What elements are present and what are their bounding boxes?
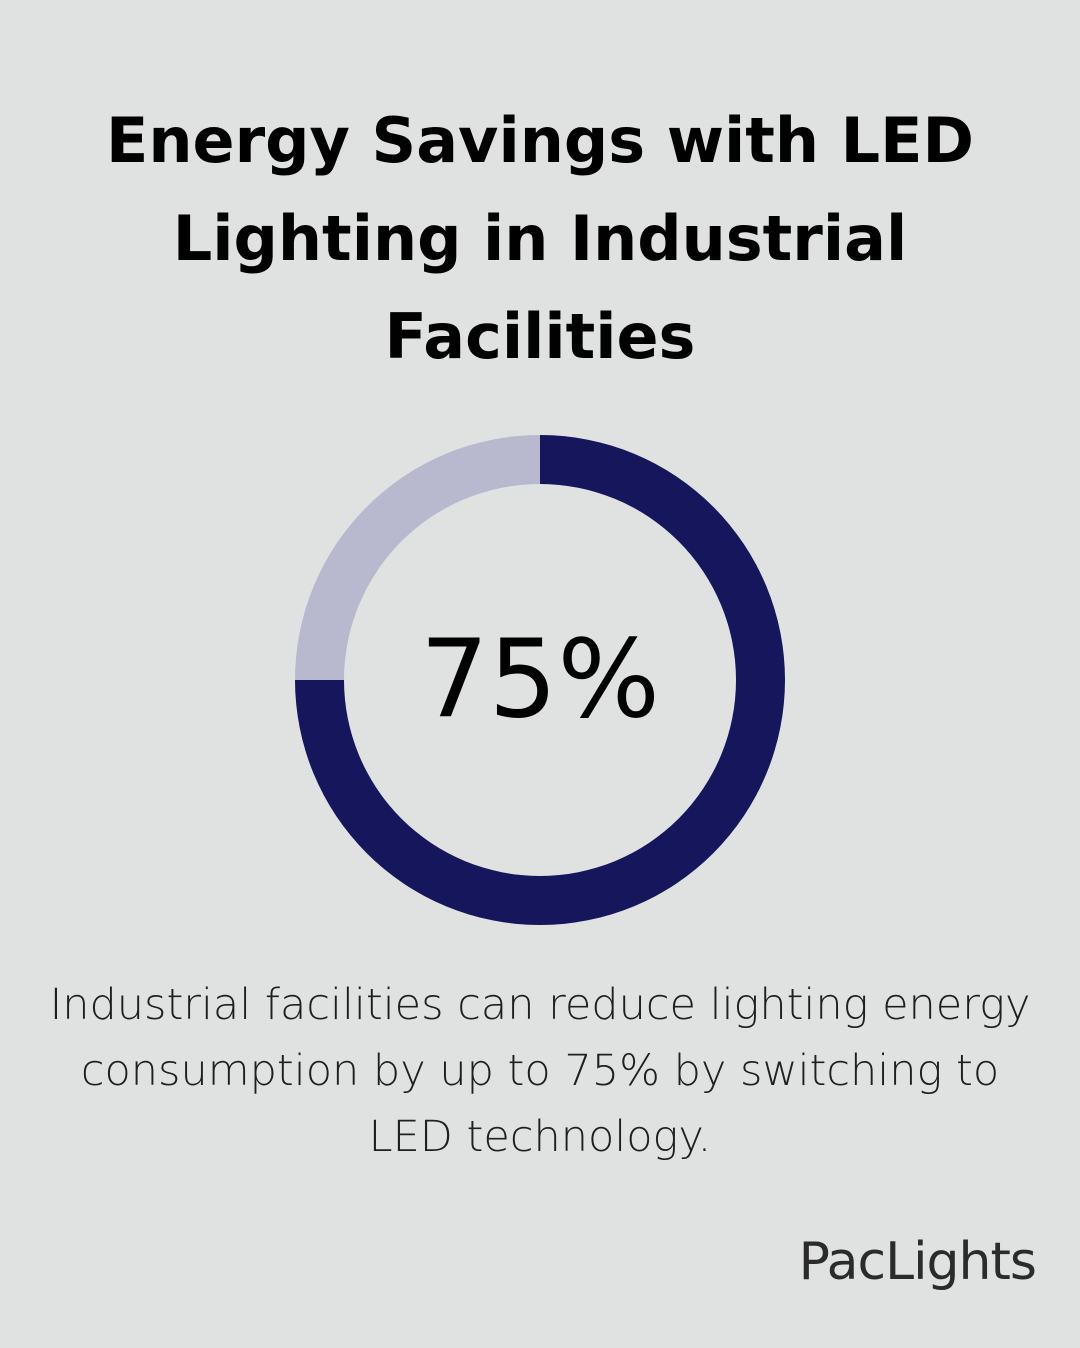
donut-chart-svg: 75%	[295, 435, 785, 925]
page-title: Energy Savings with LED Lighting in Indu…	[106, 104, 974, 373]
donut-chart: 75%	[290, 430, 790, 930]
donut-slice-1	[295, 435, 540, 680]
description-text: Industrial facilities can reduce lightin…	[49, 980, 1031, 1162]
paclights-logo: PacLights	[798, 1232, 1037, 1292]
center-value-label: 75%	[420, 618, 660, 743]
